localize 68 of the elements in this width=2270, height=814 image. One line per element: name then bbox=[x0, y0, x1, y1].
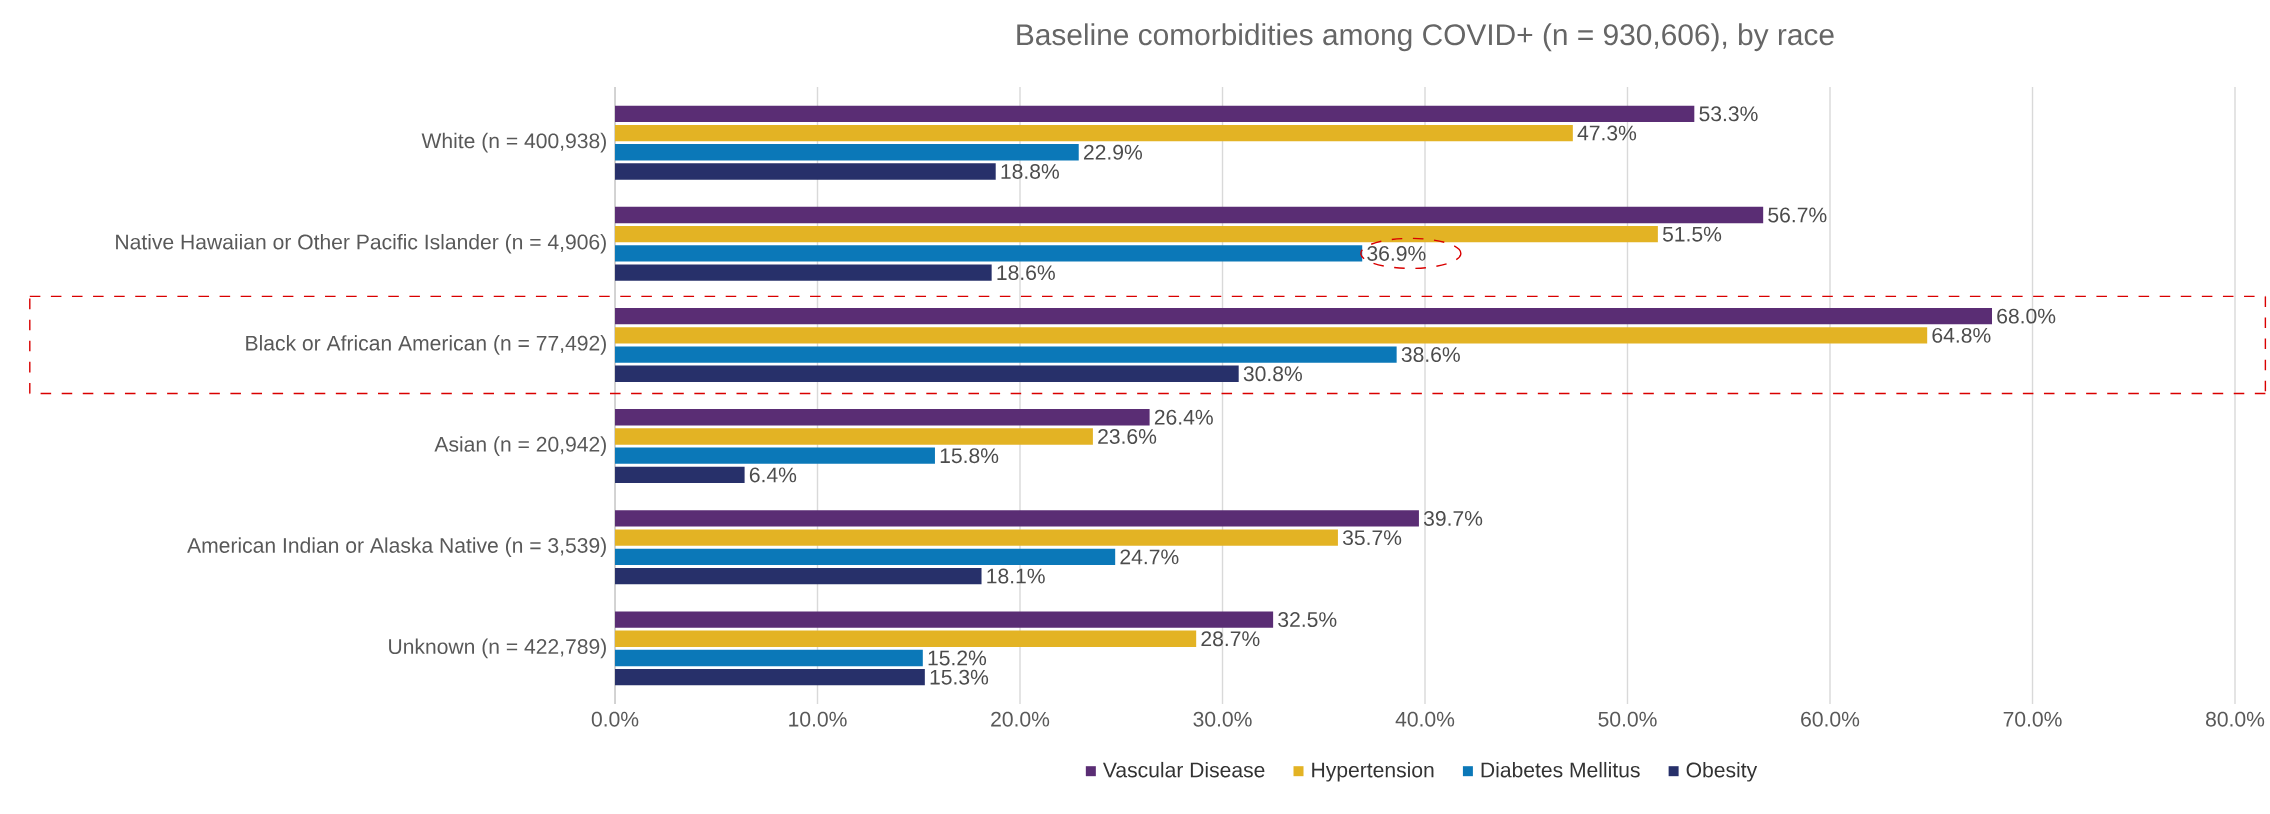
bar bbox=[615, 428, 1093, 445]
data-label: 51.5% bbox=[1662, 226, 1722, 242]
data-label: 23.6% bbox=[1098, 429, 1157, 444]
legend-label: Diabetes Mellitus bbox=[1481, 761, 1640, 778]
y-tick-label: American Indian or Alaska Native (n = 3,539) bbox=[187, 537, 606, 558]
bar bbox=[615, 163, 996, 180]
data-label: 18.1% bbox=[987, 568, 1045, 584]
data-label: 39.7% bbox=[1423, 510, 1483, 526]
y-tick-label: Native Hawaiian or Other Pacific Islander (n = 4,906) bbox=[116, 233, 606, 254]
bar bbox=[615, 245, 1363, 262]
data-label: 36.9% bbox=[1367, 245, 1426, 261]
data-label: 26.4% bbox=[1154, 409, 1213, 425]
legend-label: Vascular Disease bbox=[1102, 761, 1265, 778]
data-label: 24.7% bbox=[1120, 549, 1179, 565]
y-tick-label: Black or African American (n = 77,492) bbox=[246, 335, 606, 355]
data-label: 18.6% bbox=[997, 265, 1055, 281]
bar bbox=[615, 307, 1992, 325]
bar bbox=[615, 346, 1397, 363]
data-label: 35.7% bbox=[1342, 530, 1402, 546]
data-label: 15.3% bbox=[930, 669, 989, 685]
bar bbox=[615, 548, 1116, 566]
bar bbox=[615, 669, 925, 686]
x-tick-label: 40.0% bbox=[1395, 711, 1455, 727]
data-label: 53.3% bbox=[1699, 106, 1758, 122]
bar bbox=[615, 206, 1764, 224]
bar bbox=[615, 105, 1695, 122]
bar bbox=[615, 365, 1239, 382]
data-label: 30.8% bbox=[1243, 366, 1302, 382]
bar bbox=[615, 409, 1150, 426]
bar bbox=[615, 630, 1197, 647]
data-label: 15.2% bbox=[928, 650, 987, 666]
x-tick-label: 60.0% bbox=[1801, 711, 1860, 727]
x-tick-label: 30.0% bbox=[1193, 711, 1252, 727]
chart-title: Baseline comorbidities among COVID+ (n = 930,606), by race bbox=[1017, 23, 1834, 52]
bar bbox=[615, 510, 1419, 527]
x-tick-label: 20.0% bbox=[991, 711, 1050, 727]
y-tick-label: White (n = 400,938) bbox=[421, 132, 606, 153]
bar bbox=[615, 264, 992, 281]
x-tick-label: 10.0% bbox=[789, 711, 847, 727]
data-label: 68.0% bbox=[1997, 308, 2056, 324]
data-label: 56.7% bbox=[1768, 207, 1827, 223]
data-label: 47.3% bbox=[1577, 125, 1637, 141]
data-label: 15.8% bbox=[940, 448, 999, 464]
data-label: 64.8% bbox=[1932, 327, 1991, 343]
legend-label: Obesity bbox=[1686, 761, 1758, 782]
bar bbox=[615, 466, 745, 484]
bar bbox=[615, 226, 1658, 243]
bar bbox=[615, 447, 935, 464]
data-label: 6.4% bbox=[749, 467, 797, 483]
data-label: 28.7% bbox=[1201, 631, 1260, 647]
bar bbox=[615, 144, 1079, 161]
bar bbox=[615, 124, 1573, 142]
x-tick-label: 80.0% bbox=[2206, 711, 2265, 727]
x-tick-label: 70.0% bbox=[2003, 711, 2062, 727]
data-label: 18.8% bbox=[1001, 164, 1059, 179]
data-label: 38.6% bbox=[1401, 347, 1460, 363]
y-tick-label: Asian (n = 20,942) bbox=[434, 436, 606, 456]
x-tick-label: 0.0% bbox=[591, 711, 639, 727]
data-label: 22.9% bbox=[1083, 144, 1143, 160]
y-tick-label: Unknown (n = 422,789) bbox=[389, 638, 606, 659]
bar bbox=[615, 529, 1338, 546]
bar bbox=[615, 327, 1928, 344]
bar bbox=[615, 649, 923, 667]
x-tick-label: 50.0% bbox=[1598, 711, 1657, 727]
legend-label: Hypertension bbox=[1312, 761, 1434, 782]
data-label: 32.5% bbox=[1278, 612, 1337, 628]
bar bbox=[615, 567, 982, 585]
bar bbox=[615, 611, 1274, 628]
